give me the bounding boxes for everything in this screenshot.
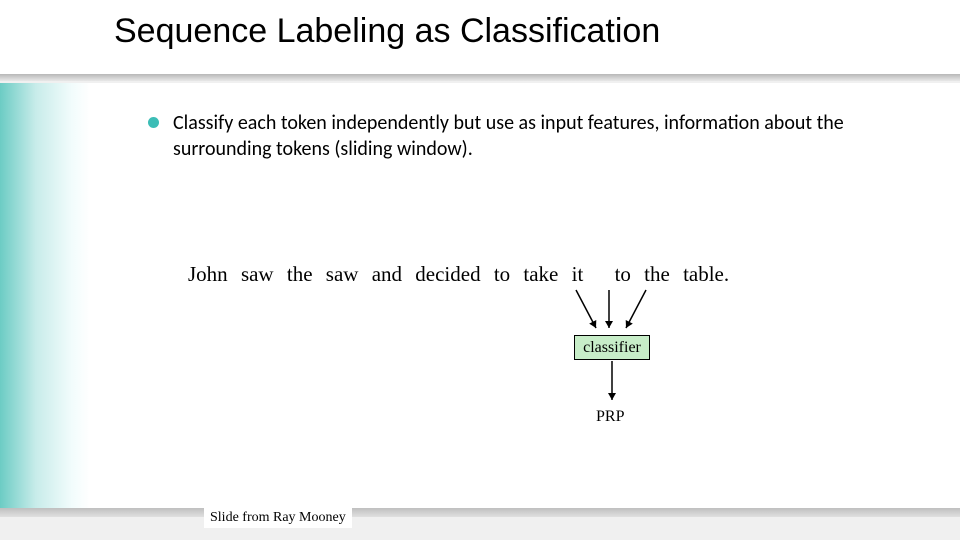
footer-credit: Slide from Ray Mooney <box>204 508 352 528</box>
title-underline-light <box>0 81 960 83</box>
page-title: Sequence Labeling as Classification <box>114 12 660 51</box>
bullet-text: Classify each token independently but us… <box>173 110 920 163</box>
token: saw <box>241 262 274 287</box>
footer-bar-dark <box>0 508 960 517</box>
token: table. <box>683 262 729 287</box>
arrow-out <box>606 355 618 406</box>
classifier-label: classifier <box>583 339 641 356</box>
arrow-in-0 <box>570 284 602 334</box>
token: to <box>494 262 510 287</box>
bullet-dot-icon <box>148 117 159 128</box>
arrow-in-1 <box>603 284 615 334</box>
token: and <box>372 262 402 287</box>
pos-output-label: PRP <box>596 408 624 426</box>
diagram: classifier PRP <box>0 288 960 468</box>
token: decided <box>415 262 480 287</box>
arrow-in-2 <box>620 284 652 334</box>
token: the <box>287 262 313 287</box>
footer-bar-light <box>0 517 960 540</box>
token: saw <box>326 262 359 287</box>
bullet-row: Classify each token independently but us… <box>148 110 920 163</box>
title-underline-dark <box>0 74 960 81</box>
token: take <box>523 262 558 287</box>
token: John <box>188 262 228 287</box>
slide: Sequence Labeling as Classification Clas… <box>0 0 960 540</box>
